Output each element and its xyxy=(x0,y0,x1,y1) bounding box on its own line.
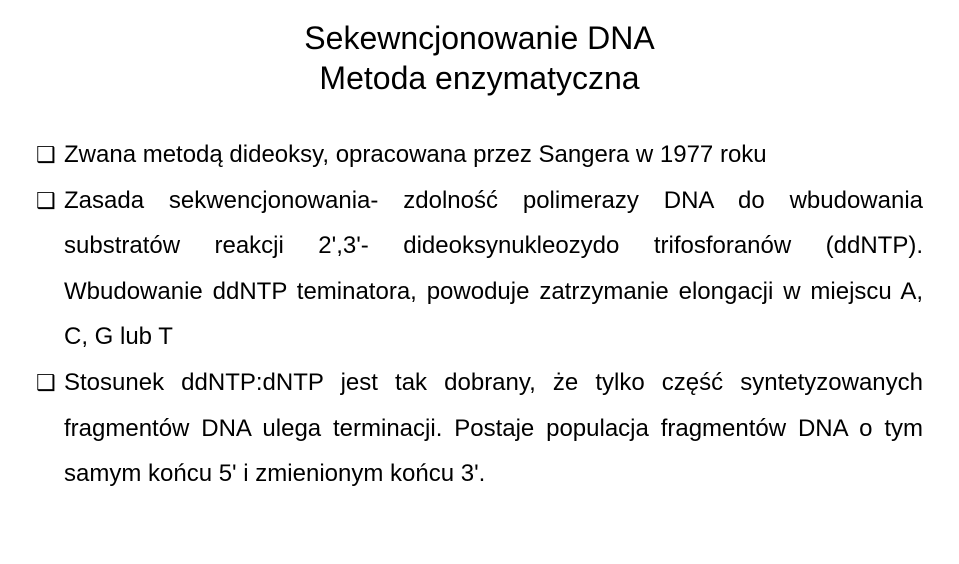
bullet-text-3: Stosunek ddNTP:dNTP jest tak dobrany, że… xyxy=(64,360,923,497)
bullet-text-2: Zasada sekwencjonowania- zdolność polime… xyxy=(64,178,923,360)
slide-title: Sekewncjonowanie DNA Metoda enzymatyczna xyxy=(36,18,923,98)
bullet-item-3: ❑ Stosunek ddNTP:dNTP jest tak dobrany, … xyxy=(36,360,923,497)
bullet-text-1: Zwana metodą dideoksy, opracowana przez … xyxy=(64,132,923,178)
title-line-1: Sekewncjonowanie DNA xyxy=(304,20,654,56)
bullet-square-icon: ❑ xyxy=(36,132,64,176)
bullet-square-icon: ❑ xyxy=(36,360,64,404)
bullet-item-2: ❑ Zasada sekwencjonowania- zdolność poli… xyxy=(36,178,923,360)
slide-body: ❑ Zwana metodą dideoksy, opracowana prze… xyxy=(36,132,923,497)
bullet-square-icon: ❑ xyxy=(36,178,64,222)
slide-container: Sekewncjonowanie DNA Metoda enzymatyczna… xyxy=(0,0,959,564)
bullet-item-1: ❑ Zwana metodą dideoksy, opracowana prze… xyxy=(36,132,923,178)
title-line-2: Metoda enzymatyczna xyxy=(319,60,639,96)
